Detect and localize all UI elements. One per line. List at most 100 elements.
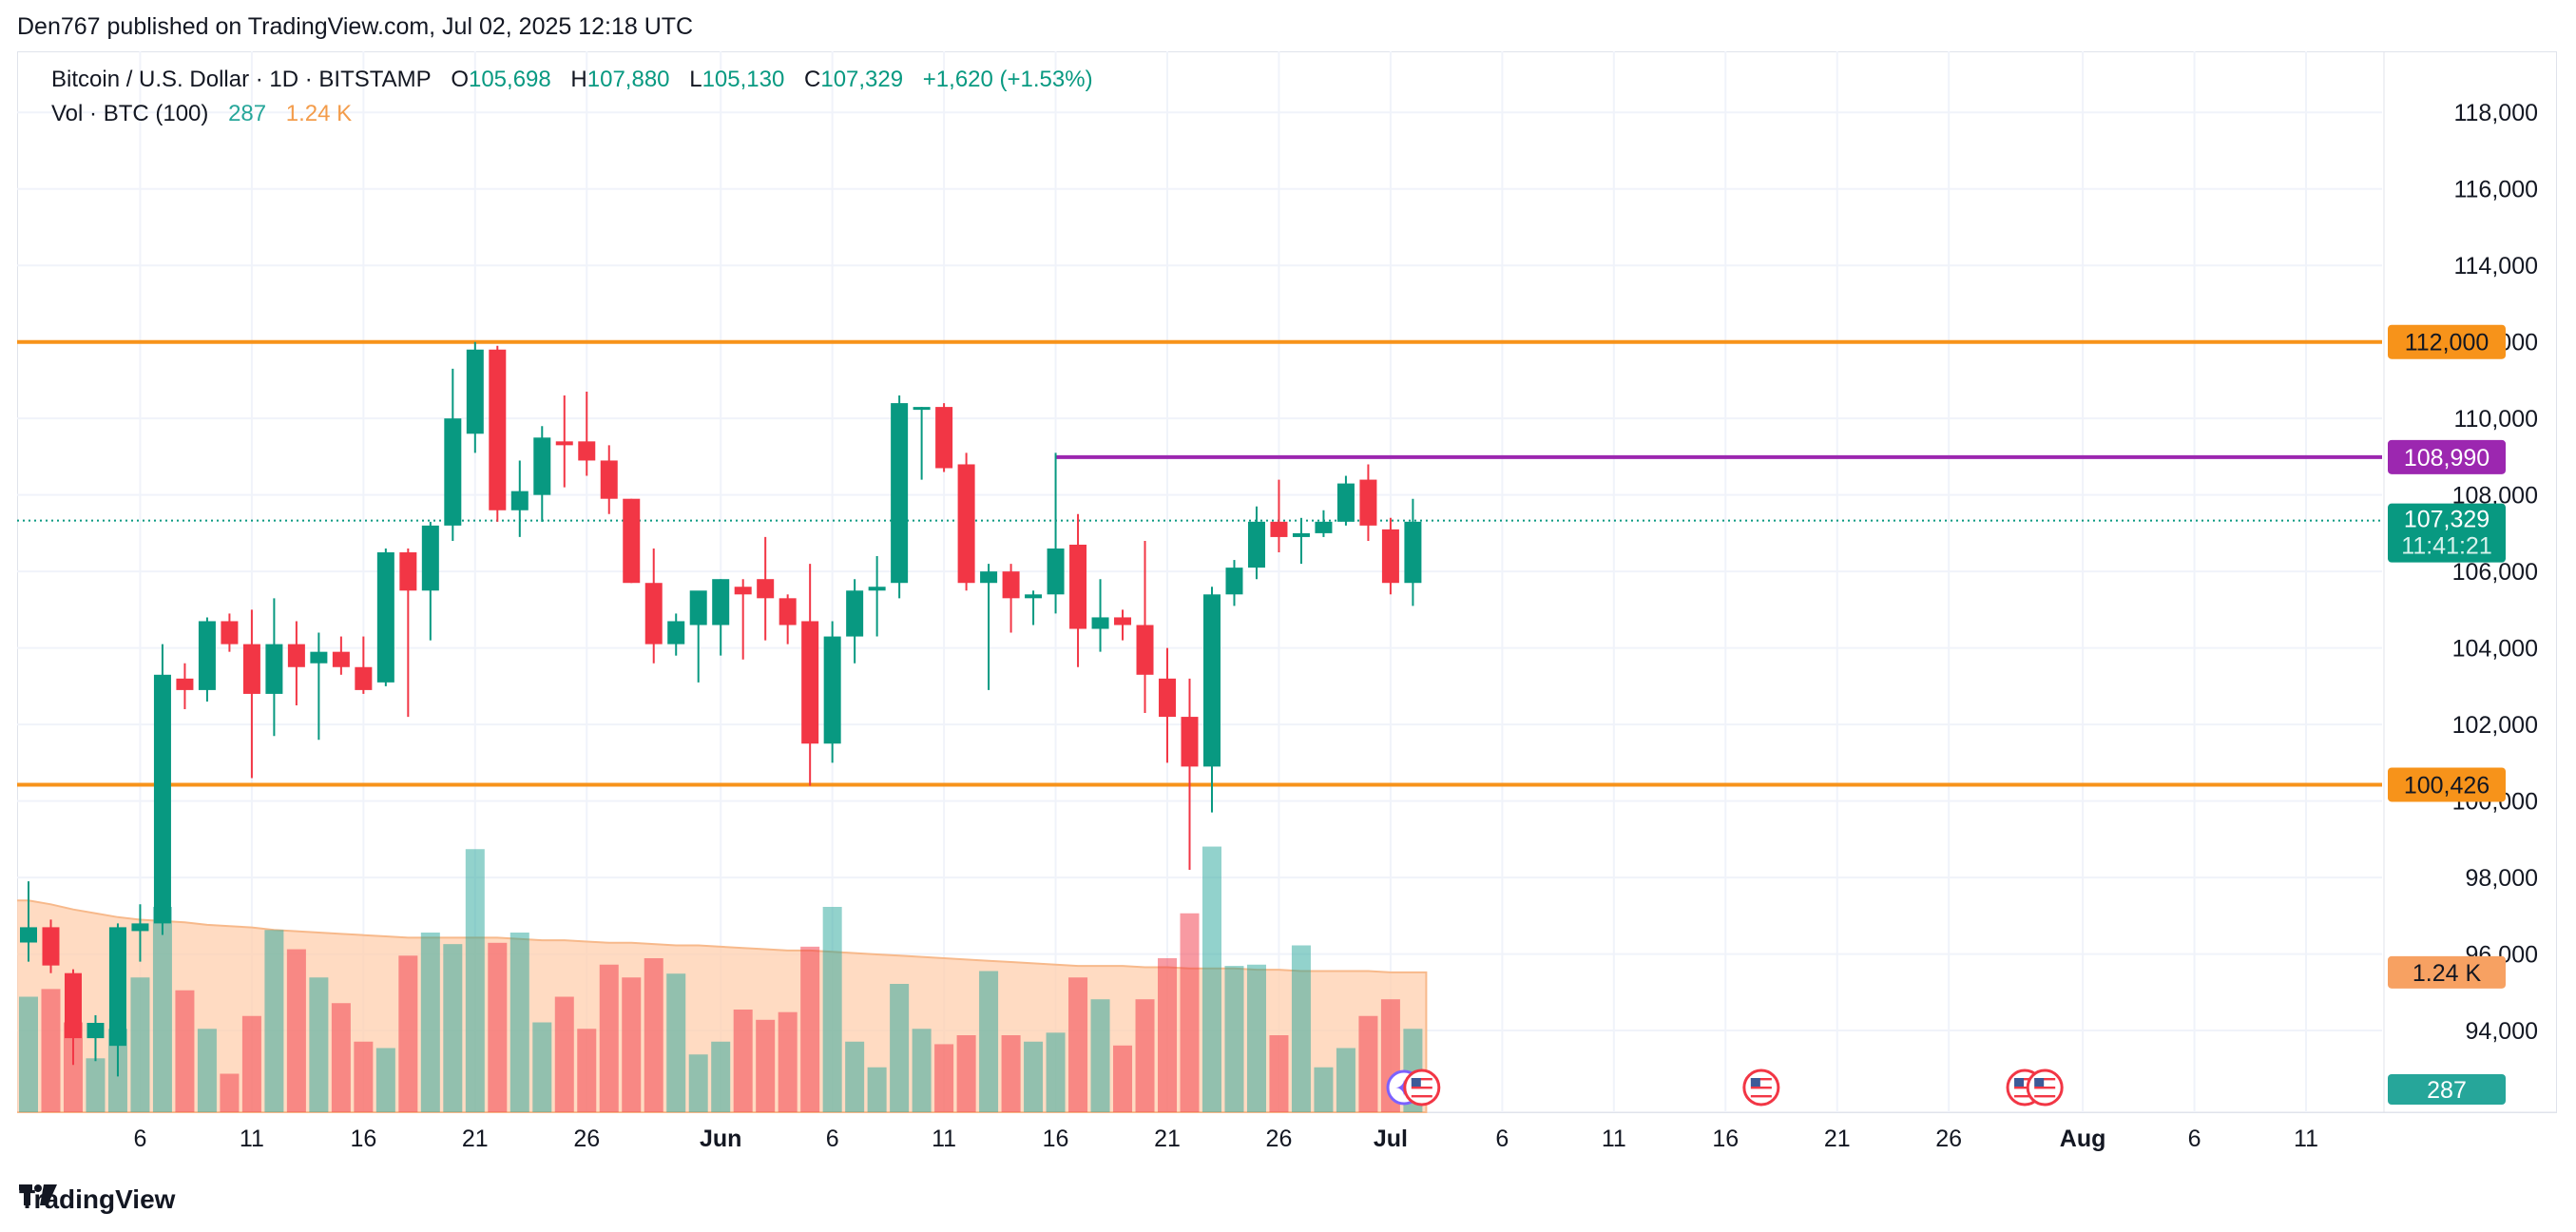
candle-body (712, 579, 730, 626)
candle-body (1336, 483, 1355, 522)
x-tick-label: Aug (2060, 1126, 2106, 1152)
us-flag-canton (2034, 1078, 2045, 1087)
volume-bar (666, 973, 686, 1112)
resistance-112000-badge (2388, 324, 2506, 359)
candle-body (399, 552, 417, 591)
volume-bar (420, 933, 440, 1112)
volume-bar (1224, 966, 1244, 1112)
volume-bar (532, 1022, 552, 1112)
x-tick-label: 6 (133, 1126, 146, 1152)
volume-bar (1135, 999, 1155, 1112)
x-tick-label: 21 (462, 1126, 489, 1152)
volume-bar (956, 1035, 976, 1112)
x-tick-label: 11 (240, 1126, 264, 1152)
us-flag-stripe (2014, 1082, 2036, 1085)
close-label: C (804, 67, 821, 92)
volume-bar (1201, 846, 1221, 1112)
us-flag-stripe (2034, 1087, 2056, 1089)
x-tick-label: 21 (1154, 1126, 1181, 1152)
us-flag-stripe (1750, 1082, 1772, 1085)
candle-body (913, 407, 931, 411)
candle-body (421, 525, 439, 591)
x-tick-label: 16 (350, 1126, 376, 1152)
volume-bar (197, 1029, 217, 1112)
candle-body (510, 491, 529, 510)
volume-bar (152, 907, 172, 1112)
us-flag-stripe (2014, 1090, 2036, 1093)
volume-bar (41, 989, 61, 1112)
symbol-title[interactable]: Bitcoin / U.S. Dollar · 1D · BITSTAMP (51, 67, 432, 92)
volume-bar (241, 1015, 261, 1112)
volume-bar (912, 1029, 932, 1112)
volume-bar (1336, 1048, 1355, 1112)
candle-body (1202, 594, 1221, 767)
volume-bar (599, 964, 619, 1112)
candle-body (1136, 625, 1154, 675)
tradingview-logo-icon (19, 1184, 57, 1205)
candle-body (578, 441, 596, 461)
volume-bar (756, 1019, 776, 1112)
volume-bar (800, 946, 820, 1112)
us-flag-stripe (2034, 1082, 2056, 1085)
ohlc-legend: Bitcoin / U.S. Dollar · 1D · BITSTAMP O1… (51, 67, 1093, 93)
volume-bar (1046, 1032, 1066, 1112)
volume-bar (1358, 1015, 1378, 1112)
candle-body (1247, 521, 1265, 568)
us-flag-stripe (1411, 1095, 1432, 1098)
candle-body (1025, 594, 1043, 599)
candle-body (242, 644, 260, 694)
x-tick-label: 26 (573, 1126, 600, 1152)
us-flag-stripe (2034, 1078, 2056, 1081)
volume-ma-badge-text: 1.24 K (2413, 960, 2482, 987)
volume-bar (286, 949, 306, 1112)
us-flag-stripe (2034, 1095, 2056, 1098)
candle-body (757, 579, 775, 599)
x-tick-label: 11 (1602, 1126, 1626, 1152)
footer-brand[interactable]: TradingView (19, 1184, 175, 1215)
volume-bar (1158, 958, 1178, 1112)
candle-body (689, 590, 707, 626)
last-price-badge (2388, 503, 2506, 563)
volume-bar (375, 1048, 395, 1112)
volume-indicator-title[interactable]: Vol · BTC (100) (51, 101, 209, 126)
x-tick-label: 6 (826, 1126, 839, 1152)
change-value: +1,620 (+1.53%) (922, 67, 1093, 92)
last-price-badge-text: 107,329 (2404, 507, 2489, 533)
candle-body (957, 464, 975, 584)
publisher-line: Den767 published on TradingView.com, Jul… (17, 13, 694, 40)
candle-body (444, 418, 462, 526)
support-100426-badge-text: 100,426 (2404, 772, 2489, 799)
open-value: 105,698 (468, 67, 551, 92)
candle-body (1114, 617, 1132, 626)
candle-body (846, 590, 864, 637)
high-value: 107,880 (586, 67, 670, 92)
last-price-badge-text: 11:41:21 (2401, 533, 2491, 560)
volume-bar (1113, 1045, 1133, 1112)
candle-body (980, 571, 998, 584)
candle-body (1181, 717, 1199, 767)
y-tick-label: 114,000 (2453, 253, 2538, 279)
us-flag-stripe (1411, 1087, 1432, 1089)
candle-body (310, 651, 328, 664)
chart-frame[interactable]: 118,000116,000114,000112,000110,000108,0… (17, 51, 2557, 1165)
x-tick-label: 16 (1712, 1126, 1739, 1152)
volume-bar (331, 1003, 351, 1112)
candle-body (265, 644, 283, 694)
candle-body (87, 1023, 105, 1039)
candle-body (1225, 568, 1243, 595)
candle-body (1359, 479, 1377, 526)
candle-body (198, 621, 216, 690)
x-tick-label: 6 (2188, 1126, 2201, 1152)
volume-bar (845, 1041, 865, 1112)
candle-body (1292, 532, 1310, 537)
y-tick-label: 110,000 (2453, 406, 2538, 433)
price-chart[interactable]: 118,000116,000114,000112,000110,000108,0… (17, 51, 2557, 1165)
us-flag-stripe (2014, 1095, 2036, 1098)
candle-body (287, 644, 305, 667)
candle-body (376, 552, 394, 683)
volume-bar (354, 1041, 374, 1112)
us-flag-canton (2014, 1078, 2025, 1087)
volume-bar (130, 977, 150, 1112)
volume-bar (309, 977, 329, 1112)
volume-bar (1001, 1035, 1021, 1112)
